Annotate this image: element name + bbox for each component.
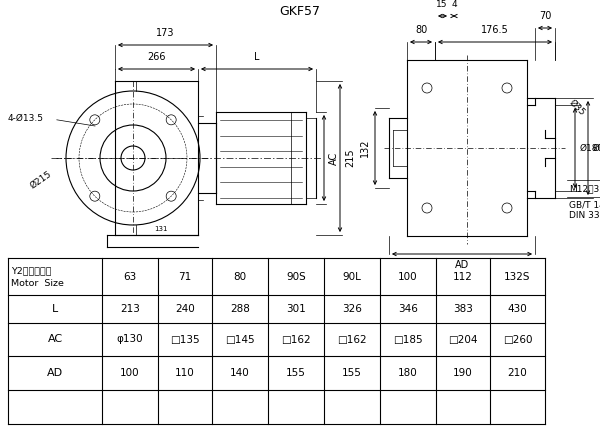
Text: 4: 4 xyxy=(451,0,457,9)
Text: 430: 430 xyxy=(508,304,527,314)
Text: Y2电机机座号: Y2电机机座号 xyxy=(11,266,52,275)
Text: 383: 383 xyxy=(453,304,473,314)
Text: 173: 173 xyxy=(156,28,175,38)
Text: 90S: 90S xyxy=(286,271,306,281)
Text: 90L: 90L xyxy=(343,271,361,281)
Text: 180: 180 xyxy=(398,368,418,378)
Text: GB/T 145: GB/T 145 xyxy=(569,201,600,210)
Text: Ø180: Ø180 xyxy=(580,143,600,152)
Text: GKF57: GKF57 xyxy=(280,5,320,19)
Text: DIN 332: DIN 332 xyxy=(569,211,600,221)
Text: □162: □162 xyxy=(337,334,367,345)
Text: □162: □162 xyxy=(281,334,311,345)
Text: AD: AD xyxy=(455,260,469,270)
Text: □145: □145 xyxy=(225,334,255,345)
Text: 140: 140 xyxy=(230,368,250,378)
Text: 190: 190 xyxy=(453,368,473,378)
Text: □260: □260 xyxy=(503,334,532,345)
Text: 176.5: 176.5 xyxy=(481,25,509,35)
Text: 110: 110 xyxy=(175,368,195,378)
Text: 80: 80 xyxy=(233,271,247,281)
Text: 70: 70 xyxy=(539,11,551,21)
Text: □185: □185 xyxy=(393,334,423,345)
Text: 131: 131 xyxy=(154,226,168,232)
Text: 15: 15 xyxy=(436,0,448,9)
Text: AC: AC xyxy=(47,334,62,345)
Text: L: L xyxy=(254,52,260,62)
Text: Ø250: Ø250 xyxy=(593,143,600,152)
Text: M12淲35: M12淲35 xyxy=(569,185,600,194)
Text: 266: 266 xyxy=(147,52,166,62)
Text: 210: 210 xyxy=(508,368,527,378)
Text: AD: AD xyxy=(47,368,63,378)
Text: 301: 301 xyxy=(286,304,306,314)
Text: 100: 100 xyxy=(120,368,140,378)
Text: Ø215: Ø215 xyxy=(28,170,53,190)
Text: 80: 80 xyxy=(415,25,427,35)
Text: 346: 346 xyxy=(398,304,418,314)
Text: □204: □204 xyxy=(448,334,478,345)
Text: 288: 288 xyxy=(230,304,250,314)
Text: 112: 112 xyxy=(453,271,473,281)
Text: 132: 132 xyxy=(360,139,370,157)
Text: 240: 240 xyxy=(175,304,195,314)
Text: 100: 100 xyxy=(398,271,418,281)
Text: 326: 326 xyxy=(342,304,362,314)
Text: 71: 71 xyxy=(178,271,191,281)
Text: 213: 213 xyxy=(120,304,140,314)
Text: φ130: φ130 xyxy=(116,334,143,345)
Text: AC: AC xyxy=(329,151,339,165)
Text: 155: 155 xyxy=(342,368,362,378)
Text: 4-Ø13.5: 4-Ø13.5 xyxy=(8,114,44,123)
Text: 63: 63 xyxy=(124,271,137,281)
Text: Ø35: Ø35 xyxy=(567,98,586,118)
Text: 132S: 132S xyxy=(504,271,531,281)
Text: Motor  Size: Motor Size xyxy=(11,278,64,288)
Text: 215: 215 xyxy=(345,149,355,167)
Text: 155: 155 xyxy=(286,368,306,378)
Text: □135: □135 xyxy=(170,334,200,345)
Text: L: L xyxy=(52,304,58,314)
